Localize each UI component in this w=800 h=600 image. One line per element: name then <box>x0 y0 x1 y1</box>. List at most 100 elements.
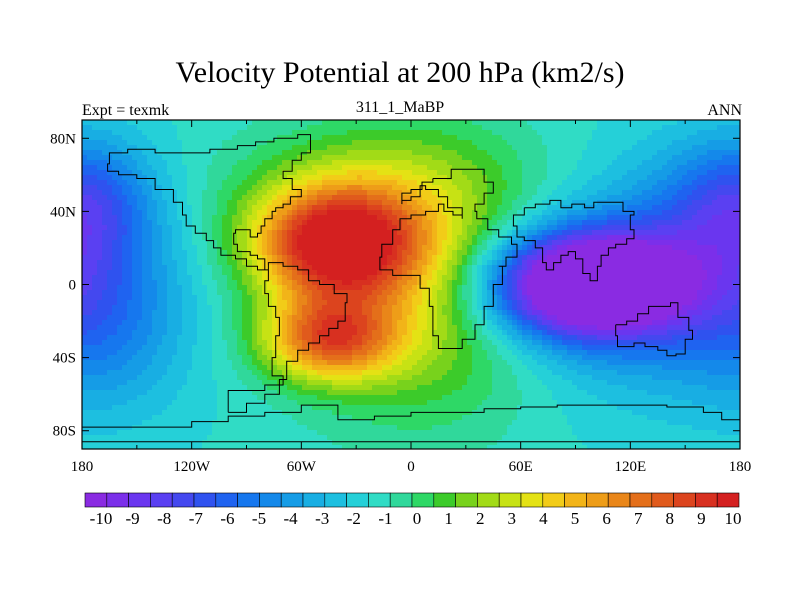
field-cell <box>262 250 268 256</box>
field-cell <box>512 205 518 211</box>
field-cell <box>147 250 153 256</box>
field-cell <box>487 225 493 231</box>
field-cell <box>572 305 578 311</box>
field-cell <box>432 135 438 141</box>
field-cell <box>572 270 578 276</box>
field-cell <box>402 290 408 296</box>
field-cell <box>357 300 363 306</box>
field-cell <box>452 260 458 266</box>
field-cell <box>637 200 643 206</box>
field-cell <box>687 165 693 171</box>
field-cell <box>187 300 193 306</box>
field-cell <box>462 190 468 196</box>
field-cell <box>487 170 493 176</box>
field-cell <box>717 160 723 166</box>
field-cell <box>242 240 248 246</box>
field-cell <box>437 160 443 166</box>
field-cell <box>167 300 173 306</box>
field-cell <box>282 150 288 156</box>
field-cell <box>282 145 288 151</box>
field-cell <box>267 215 273 221</box>
field-cell <box>292 280 298 286</box>
field-cell <box>247 145 253 151</box>
field-cell <box>542 160 548 166</box>
field-cell <box>192 130 198 136</box>
field-cell <box>292 120 298 126</box>
field-cell <box>277 275 283 281</box>
field-cell <box>352 270 358 276</box>
field-cell <box>112 130 118 136</box>
field-cell <box>237 220 243 226</box>
field-cell <box>452 265 458 271</box>
field-cell <box>377 220 383 226</box>
field-cell <box>352 190 358 196</box>
field-cell <box>92 230 98 236</box>
field-cell <box>722 175 728 181</box>
field-cell <box>532 250 538 256</box>
field-cell <box>487 125 493 131</box>
field-cell <box>547 240 553 246</box>
field-cell <box>407 245 413 251</box>
field-cell <box>332 260 338 266</box>
field-cell <box>532 305 538 311</box>
field-cell <box>547 175 553 181</box>
field-cell <box>312 135 318 141</box>
field-cell <box>162 255 168 261</box>
field-cell <box>347 285 353 291</box>
field-cell <box>722 125 728 131</box>
field-cell <box>97 215 103 221</box>
field-cell <box>222 170 228 176</box>
field-cell <box>232 205 238 211</box>
field-cell <box>517 190 523 196</box>
field-cell <box>227 145 233 151</box>
field-cell <box>112 120 118 126</box>
field-cell <box>547 275 553 281</box>
field-cell <box>202 200 208 206</box>
field-cell <box>272 265 278 271</box>
field-cell <box>257 175 263 181</box>
field-cell <box>117 205 123 211</box>
field-cell <box>172 285 178 291</box>
field-cell <box>227 250 233 256</box>
field-cell <box>82 145 88 151</box>
field-cell <box>737 250 740 256</box>
field-cell <box>317 125 323 131</box>
field-cell <box>492 230 498 236</box>
field-cell <box>407 250 413 256</box>
field-cell <box>142 265 148 271</box>
field-cell <box>392 230 398 236</box>
field-cell <box>202 245 208 251</box>
field-cell <box>652 280 658 286</box>
field-cell <box>127 220 133 226</box>
field-cell <box>247 240 253 246</box>
field-cell <box>692 260 698 266</box>
field-cell <box>132 285 138 291</box>
field-cell <box>292 275 298 281</box>
field-cell <box>177 210 183 216</box>
field-cell <box>612 125 618 131</box>
field-cell <box>432 235 438 241</box>
field-cell <box>652 120 658 126</box>
field-cell <box>317 165 323 171</box>
field-cell <box>457 260 463 266</box>
field-cell <box>597 160 603 166</box>
field-cell <box>562 190 568 196</box>
field-cell <box>212 275 218 281</box>
field-cell <box>552 165 558 171</box>
field-cell <box>117 175 123 181</box>
field-cell <box>352 145 358 151</box>
field-cell <box>672 195 678 201</box>
field-cell <box>347 190 353 196</box>
field-cell <box>312 215 318 221</box>
field-cell <box>677 155 683 161</box>
field-cell <box>667 205 673 211</box>
field-cell <box>382 220 388 226</box>
field-cell <box>372 200 378 206</box>
field-cell <box>672 205 678 211</box>
field-cell <box>332 135 338 141</box>
field-cell <box>522 255 528 261</box>
field-cell <box>372 175 378 181</box>
field-cell <box>197 245 203 251</box>
field-cell <box>397 135 403 141</box>
field-cell <box>592 250 598 256</box>
